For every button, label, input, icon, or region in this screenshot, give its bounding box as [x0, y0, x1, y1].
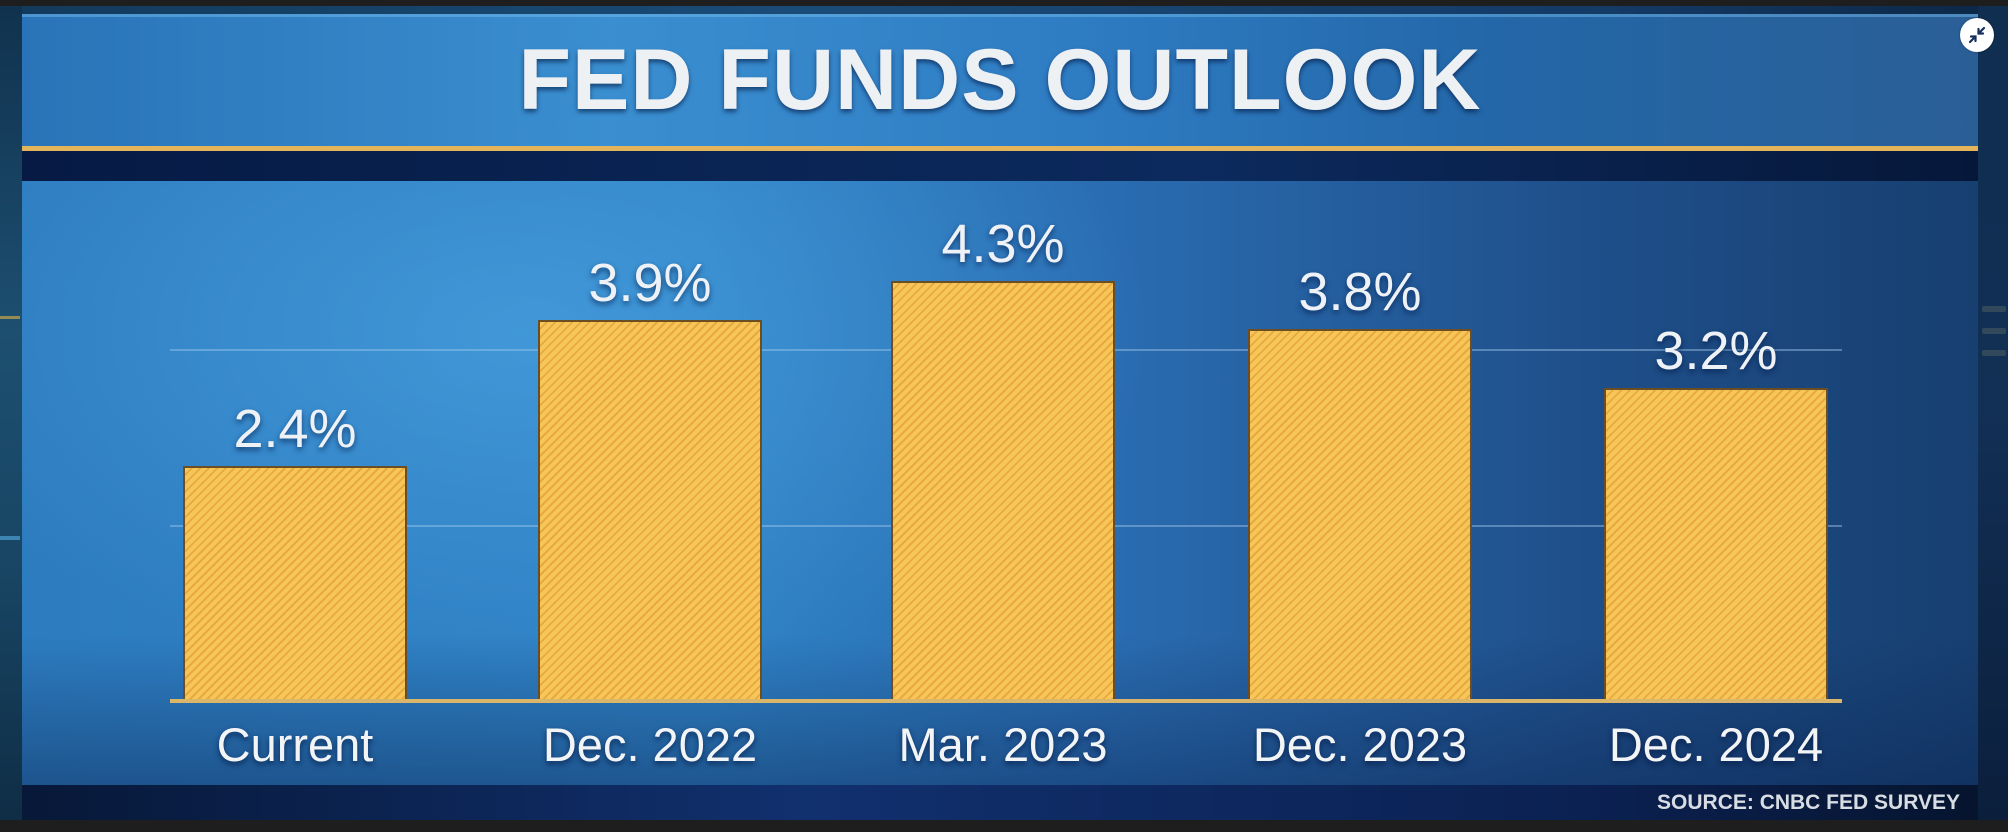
- x-axis-baseline: [170, 699, 1842, 703]
- source-note: SOURCE: CNBC FED SURVEY: [1657, 791, 1960, 814]
- bar-value-label: 3.2%: [1654, 321, 1778, 381]
- bar: [1248, 329, 1472, 700]
- category-label: Mar. 2023: [898, 718, 1108, 771]
- decor-tick: [0, 536, 20, 540]
- category-label: Dec. 2022: [542, 718, 758, 771]
- bar-value-label: 2.4%: [233, 399, 357, 459]
- decor-ghost: [1982, 328, 2006, 334]
- collapse-button[interactable]: [1960, 18, 1994, 52]
- decor-ghost: [1982, 306, 2006, 312]
- title-panel: FED FUNDS OUTLOOK: [22, 14, 1978, 146]
- bar: [538, 320, 762, 700]
- collapse-arrows-icon: [1968, 26, 1986, 44]
- bottom-letterbox: [0, 820, 2008, 832]
- bar-value-label: 3.8%: [1298, 262, 1422, 322]
- title-underband: [22, 151, 1978, 181]
- left-background-strip: [0, 6, 22, 820]
- bar: [183, 466, 407, 700]
- category-label: Dec. 2023: [1252, 718, 1468, 771]
- bar-value-label: 4.3%: [941, 214, 1065, 274]
- right-background-strip: [1978, 6, 2008, 820]
- bar: [1604, 388, 1828, 700]
- decor-ghost: [1982, 350, 2006, 356]
- bar: [891, 281, 1115, 700]
- source-strip: SOURCE: CNBC FED SURVEY: [22, 785, 1978, 820]
- accent-rule: [22, 146, 1978, 151]
- top-letterbox: [0, 0, 2008, 6]
- bar-value-label: 3.9%: [588, 253, 712, 313]
- category-label: Current: [216, 718, 374, 771]
- chart-title: FED FUNDS OUTLOOK: [518, 32, 1482, 128]
- category-label: Dec. 2024: [1608, 718, 1824, 771]
- decor-tick: [0, 316, 20, 319]
